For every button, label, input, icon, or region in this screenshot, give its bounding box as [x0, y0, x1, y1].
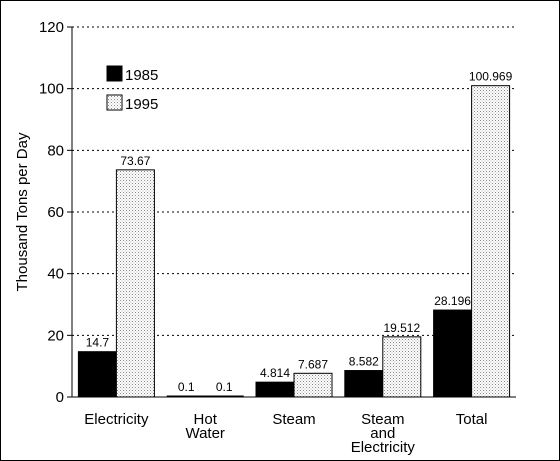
data-label: 73.67: [120, 154, 150, 168]
legend-label-1985: 1985: [125, 67, 158, 84]
bar-1995-3: [382, 336, 422, 398]
y-tick-label: 60: [47, 204, 64, 221]
bars: [77, 85, 511, 398]
category-label: Water: [185, 425, 224, 442]
y-axis-label: Thousand Tons per Day: [14, 132, 31, 291]
bar-1985-0: [77, 351, 117, 398]
labels: 0 20 40 60 80 100 120 Thousand Tons per Day 14.7…: [14, 19, 513, 456]
bar-1995-2: [293, 372, 333, 398]
y-tick-label: 80: [47, 142, 64, 159]
category-label: Steam: [361, 411, 404, 428]
data-label: 0.1: [216, 380, 233, 394]
category-label: Total: [456, 411, 488, 428]
y-tick-label: 120: [39, 19, 64, 36]
bar-1985-4: [433, 309, 473, 398]
y-tick-label: 0: [56, 389, 64, 406]
data-label: 28.196: [434, 294, 471, 308]
category-label: Steam: [272, 411, 315, 428]
data-label: 7.687: [298, 357, 328, 371]
bar-1995-4: [471, 85, 511, 398]
y-tick-label: 20: [47, 327, 64, 344]
axes: [67, 26, 516, 398]
category-label: Electricity: [351, 439, 416, 456]
data-label: 14.7: [86, 336, 110, 350]
y-tick-label: 100: [39, 81, 64, 98]
data-label: 0.1: [178, 380, 195, 394]
data-label: 8.582: [349, 355, 379, 369]
y-tick-label: 40: [47, 266, 64, 283]
legend-label-1995: 1995: [125, 96, 158, 113]
data-label: 19.512: [383, 321, 420, 335]
legend-swatch-1985: [106, 65, 123, 82]
legend: 1985 1995: [106, 65, 158, 113]
bar-1995-0: [115, 169, 155, 398]
data-label: 4.814: [260, 366, 290, 380]
data-label: 100.969: [469, 70, 513, 84]
category-label: and: [370, 425, 395, 442]
category-label: Electricity: [84, 411, 149, 428]
category-label: Hot: [194, 411, 218, 428]
bar-1985-2: [255, 381, 295, 398]
legend-swatch-1995: [106, 94, 123, 111]
bar-1985-3: [344, 370, 384, 398]
